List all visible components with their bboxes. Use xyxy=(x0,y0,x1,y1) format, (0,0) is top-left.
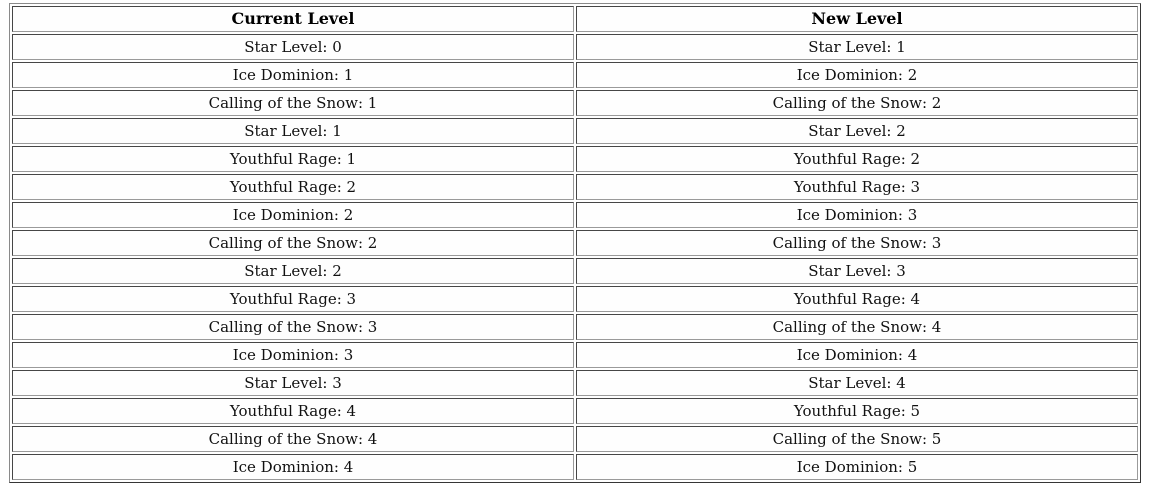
table-cell: Calling of the Snow: 2 xyxy=(12,230,574,256)
level-upgrade-table: Current Level New Level Star Level: 0 Sta… xyxy=(9,3,1141,483)
table-row: Youthful Rage: 1 Youthful Rage: 2 xyxy=(12,146,1138,172)
table-row: Star Level: 1 Star Level: 2 xyxy=(12,118,1138,144)
table-cell: Star Level: 3 xyxy=(12,370,574,396)
table-cell: Star Level: 1 xyxy=(576,34,1138,60)
column-header-current-level: Current Level xyxy=(12,6,574,32)
table-cell: Ice Dominion: 4 xyxy=(576,342,1138,368)
table-row: Ice Dominion: 3 Ice Dominion: 4 xyxy=(12,342,1138,368)
table-cell: Youthful Rage: 4 xyxy=(576,286,1138,312)
table-cell: Star Level: 4 xyxy=(576,370,1138,396)
table-row: Youthful Rage: 4 Youthful Rage: 5 xyxy=(12,398,1138,424)
table-cell: Calling of the Snow: 3 xyxy=(576,230,1138,256)
column-header-new-level: New Level xyxy=(576,6,1138,32)
table-cell: Ice Dominion: 5 xyxy=(576,454,1138,480)
table-cell: Ice Dominion: 2 xyxy=(576,62,1138,88)
table-cell: Youthful Rage: 2 xyxy=(12,174,574,200)
table-cell: Ice Dominion: 1 xyxy=(12,62,574,88)
table-row: Calling of the Snow: 2 Calling of the Sno… xyxy=(12,230,1138,256)
table-cell: Calling of the Snow: 4 xyxy=(12,426,574,452)
table-row: Star Level: 3 Star Level: 4 xyxy=(12,370,1138,396)
table-cell: Ice Dominion: 3 xyxy=(12,342,574,368)
table-cell: Star Level: 3 xyxy=(576,258,1138,284)
table-row: Youthful Rage: 2 Youthful Rage: 3 xyxy=(12,174,1138,200)
table-row: Ice Dominion: 1 Ice Dominion: 2 xyxy=(12,62,1138,88)
table-cell: Youthful Rage: 1 xyxy=(12,146,574,172)
table-cell: Calling of the Snow: 2 xyxy=(576,90,1138,116)
table-cell: Calling of the Snow: 4 xyxy=(576,314,1138,340)
table-row: Ice Dominion: 2 Ice Dominion: 3 xyxy=(12,202,1138,228)
table-row: Ice Dominion: 4 Ice Dominion: 5 xyxy=(12,454,1138,480)
table-cell: Youthful Rage: 3 xyxy=(576,174,1138,200)
table-row: Calling of the Snow: 3 Calling of the Sno… xyxy=(12,314,1138,340)
table-row: Calling of the Snow: 4 Calling of the Sno… xyxy=(12,426,1138,452)
table-cell: Youthful Rage: 2 xyxy=(576,146,1138,172)
table-cell: Ice Dominion: 4 xyxy=(12,454,574,480)
table-cell: Star Level: 1 xyxy=(12,118,574,144)
table-row: Star Level: 2 Star Level: 3 xyxy=(12,258,1138,284)
table-cell: Youthful Rage: 5 xyxy=(576,398,1138,424)
table-cell: Star Level: 2 xyxy=(12,258,574,284)
table-row: Youthful Rage: 3 Youthful Rage: 4 xyxy=(12,286,1138,312)
table-cell: Ice Dominion: 2 xyxy=(12,202,574,228)
table-cell: Star Level: 2 xyxy=(576,118,1138,144)
table-header: Current Level New Level xyxy=(12,6,1138,32)
table-body: Star Level: 0 Star Level: 1 Ice Dominion: … xyxy=(12,34,1138,480)
table-cell: Calling of the Snow: 1 xyxy=(12,90,574,116)
table-cell: Calling of the Snow: 5 xyxy=(576,426,1138,452)
table-row: Calling of the Snow: 1 Calling of the Sno… xyxy=(12,90,1138,116)
table-cell: Youthful Rage: 3 xyxy=(12,286,574,312)
table-row: Star Level: 0 Star Level: 1 xyxy=(12,34,1138,60)
table-cell: Ice Dominion: 3 xyxy=(576,202,1138,228)
table-cell: Youthful Rage: 4 xyxy=(12,398,574,424)
table-header-row: Current Level New Level xyxy=(12,6,1138,32)
table-cell: Star Level: 0 xyxy=(12,34,574,60)
table-cell: Calling of the Snow: 3 xyxy=(12,314,574,340)
